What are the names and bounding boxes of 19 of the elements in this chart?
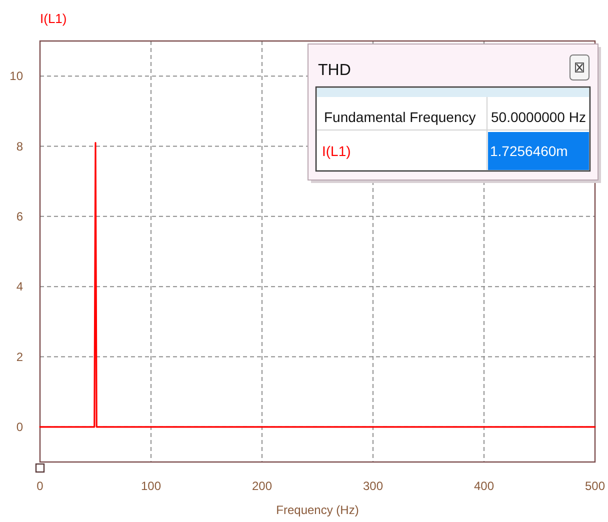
x-tick-label: 300 [362, 479, 384, 493]
x-tick-label: 200 [252, 479, 272, 493]
x-axis-title: Frequency (Hz) [276, 503, 359, 517]
y-tick-label: 0 [16, 420, 24, 434]
y-tick-label: 6 [16, 209, 24, 224]
x-tick-label: 0 [36, 479, 44, 493]
annotation: THD [318, 62, 351, 79]
annotation: 1.7256460m [490, 143, 568, 159]
annotation: Fundamental Frequency [324, 109, 476, 125]
x-tick-label: 400 [474, 479, 494, 493]
y-tick-label: 8 [16, 139, 24, 154]
y-axis-title: I(L1) [40, 11, 67, 26]
y-tick-label: 10 [10, 69, 24, 84]
x-tick-label: 500 [584, 479, 606, 493]
annotation: I(L1) [322, 143, 351, 159]
x-tick-label: 100 [140, 479, 162, 493]
y-tick-label: 2 [16, 350, 24, 364]
y-tick-label: 4 [16, 280, 24, 294]
annotation: 50.0000000 Hz [491, 109, 586, 125]
